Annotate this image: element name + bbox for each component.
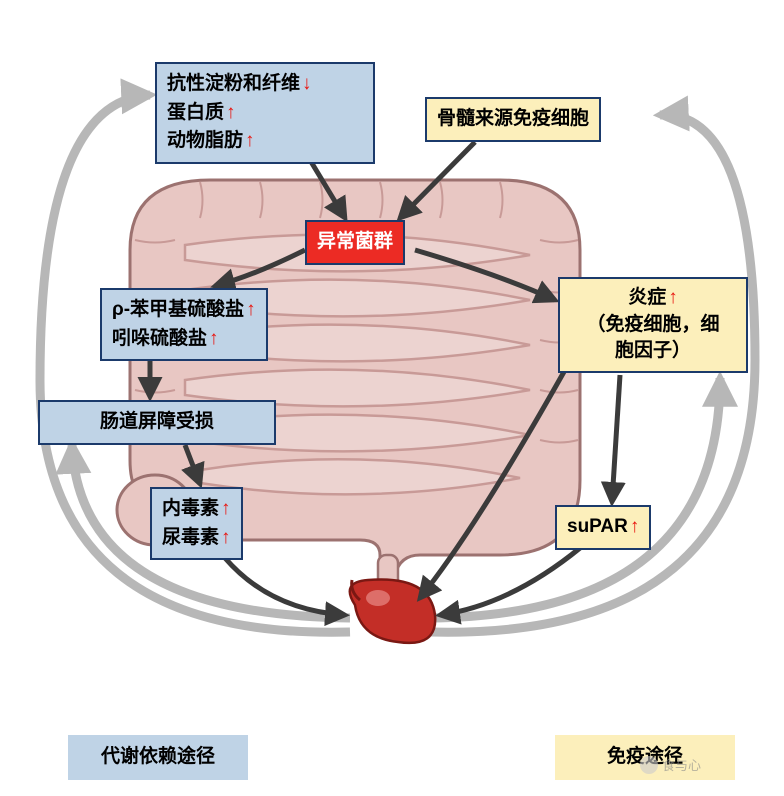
dysbiosis-text: 异常菌群 (317, 231, 393, 252)
inflammation-line2: （免疫细胞，细 (586, 314, 719, 335)
inflammation-line3: 胞因子） (615, 340, 691, 361)
diagram-canvas (0, 0, 784, 796)
legend-metabolic: 代谢依赖途径 (68, 735, 248, 780)
supar-text: suPAR (567, 516, 628, 537)
down-arrow-icon: ↓ (302, 70, 312, 99)
watermark: 食与心 (640, 755, 701, 774)
sulfate-line1: ρ-苯甲基硫酸盐 (112, 299, 244, 320)
watermark-icon (640, 756, 658, 774)
up-arrow-icon: ↑ (630, 513, 640, 542)
up-arrow-icon: ↑ (221, 495, 231, 524)
diet-line3: 动物脂肪 (167, 130, 243, 151)
barrier-text: 肠道屏障受损 (100, 411, 214, 432)
toxin-line1: 内毒素 (162, 498, 219, 519)
up-arrow-icon: ↑ (226, 99, 236, 128)
diet-line2: 蛋白质 (167, 102, 224, 123)
box-toxins: 内毒素↑ 尿毒素↑ (150, 487, 243, 560)
box-diet: 抗性淀粉和纤维↓ 蛋白质↑ 动物脂肪↑ (155, 62, 375, 164)
up-arrow-icon: ↑ (668, 285, 678, 312)
box-bonemarrow: 骨髓来源免疫细胞 (425, 97, 601, 142)
up-arrow-icon: ↑ (245, 127, 255, 156)
inflammation-line1: 炎症 (628, 287, 666, 308)
up-arrow-icon: ↑ (246, 296, 256, 325)
metabolic-text: 代谢依赖途径 (101, 746, 215, 767)
sulfate-line2: 吲哚硫酸盐 (112, 328, 207, 349)
box-sulfates: ρ-苯甲基硫酸盐↑ 吲哚硫酸盐↑ (100, 288, 268, 361)
toxin-line2: 尿毒素 (162, 527, 219, 548)
box-barrier: 肠道屏障受损 (38, 400, 276, 445)
bonemarrow-text: 骨髓来源免疫细胞 (437, 108, 589, 129)
up-arrow-icon: ↑ (209, 325, 219, 354)
up-arrow-icon: ↑ (221, 524, 231, 553)
box-inflammation: 炎症↑ （免疫细胞，细 胞因子） (558, 277, 748, 373)
watermark-text: 食与心 (662, 755, 701, 774)
diet-line1: 抗性淀粉和纤维 (167, 73, 300, 94)
kidney-illustration (350, 579, 435, 642)
box-supar: suPAR↑ (555, 505, 651, 550)
box-dysbiosis: 异常菌群 (305, 220, 405, 265)
